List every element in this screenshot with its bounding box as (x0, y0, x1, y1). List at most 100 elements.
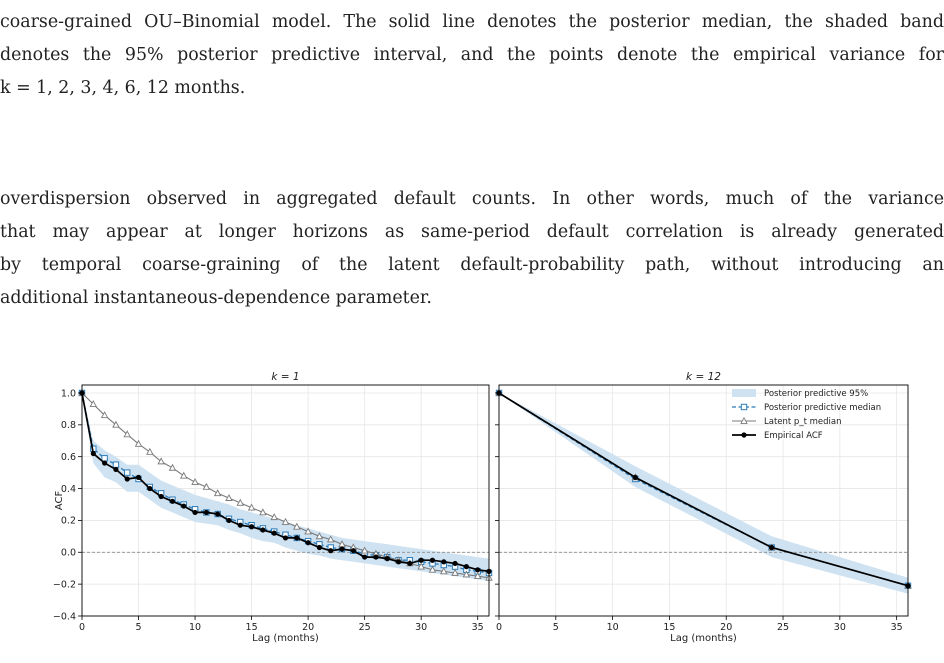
data-point (259, 508, 267, 516)
data-point (373, 554, 379, 560)
caption-line-3: k = 1, 2, 3, 4, 6, 12 months. (0, 78, 246, 98)
data-point (113, 466, 119, 473)
data-point (101, 455, 108, 462)
x-tick-label: 35 (891, 622, 903, 633)
grid (81, 385, 489, 617)
data-point (112, 420, 120, 428)
legend-label: Latent p_t median (764, 417, 841, 427)
x-tick-label: 0 (79, 622, 85, 633)
data-point (168, 463, 177, 471)
data-point (328, 548, 334, 554)
x-tick-label: 5 (553, 622, 559, 633)
data-point (326, 535, 335, 543)
data-point (429, 557, 436, 563)
legend-label: Empirical ACF (764, 431, 823, 441)
data-point (123, 430, 131, 438)
data-point (441, 559, 447, 565)
data-point (146, 447, 154, 455)
data-point (248, 524, 255, 530)
data-point (475, 567, 481, 573)
data-point (271, 530, 277, 536)
y-tick-label: 0.2 (61, 516, 76, 527)
data-point (100, 411, 109, 419)
body-paragraph: overdispersion observed in aggregated de… (0, 183, 944, 315)
x-tick-label: 25 (359, 622, 371, 633)
y-tick-label: −0.2 (53, 579, 76, 590)
data-point (202, 482, 211, 490)
body-line-4: additional instantaneous-dependence para… (0, 288, 432, 308)
chart-panel-1: 0 5 10 15 20 25 30 35 −0.4 −0.2 0.0 0.2 0.4 0.6 0.8 1.0… (53, 371, 493, 644)
x-tick-label: 20 (720, 622, 732, 633)
data-point (451, 568, 459, 576)
y-tick-label: 1.0 (61, 388, 76, 399)
data-point (462, 570, 471, 578)
data-point (134, 439, 143, 447)
series-dashed-square (495, 389, 912, 589)
legend-entry: Posterior predictive median (732, 403, 881, 413)
data-point (147, 485, 153, 492)
data-point (305, 540, 311, 546)
x-tick-label: 10 (189, 622, 201, 633)
x-tick-label: 20 (302, 622, 314, 633)
y-tick-label: 0.8 (61, 420, 76, 431)
data-point (90, 450, 96, 457)
x-tick-label: 15 (663, 622, 675, 633)
x-tick-label: 5 (136, 622, 142, 633)
y-axis-label: ACF (54, 491, 65, 511)
legend-marker (741, 432, 747, 438)
legend-marker (740, 416, 748, 424)
data-point (395, 559, 402, 565)
data-point (632, 474, 638, 480)
body-line-3: by temporal coarse-graining of the laten… (0, 255, 944, 275)
predictive-band (82, 393, 489, 581)
data-point (226, 517, 232, 524)
predictive-band (499, 393, 908, 594)
data-point (362, 554, 368, 560)
x-tick-label: 15 (246, 622, 258, 633)
data-point (89, 399, 98, 407)
x-axis-label: Lag (months) (252, 633, 319, 644)
data-point (281, 517, 290, 525)
figure-caption: coarse-grained OU–Binomial model. The so… (0, 6, 944, 105)
data-point (102, 460, 108, 466)
y-tick-label: 0.0 (61, 548, 76, 559)
data-point (428, 565, 437, 573)
y-tick-label: 0.6 (61, 452, 76, 463)
data-point (157, 457, 165, 465)
legend-label: Posterior predictive 95% (764, 389, 868, 399)
body-line-1: overdispersion observed in aggregated de… (0, 189, 944, 209)
data-point (247, 503, 256, 511)
data-point (213, 489, 222, 497)
data-point (260, 527, 266, 533)
data-point (407, 560, 413, 567)
data-point (135, 474, 142, 480)
x-tick-label: 35 (472, 622, 484, 633)
data-point (304, 527, 312, 535)
legend-entry: Posterior predictive 95% (732, 389, 868, 399)
series-line (498, 392, 909, 587)
data-point (124, 469, 131, 476)
y-tick-label: −0.4 (53, 611, 76, 622)
data-point (769, 544, 775, 551)
data-point (350, 548, 356, 554)
legend: Posterior predictive 95% Posterior predic… (732, 389, 881, 441)
panel-title: k = 1 (271, 371, 299, 383)
series-line (498, 392, 909, 587)
data-point (440, 567, 448, 575)
data-point (179, 471, 188, 479)
data-point (225, 493, 233, 501)
data-point (452, 560, 458, 567)
data-point (158, 493, 164, 500)
data-point (418, 557, 424, 563)
data-point (237, 522, 243, 528)
x-axis-label: Lag (months) (670, 633, 737, 644)
data-point (192, 509, 198, 516)
data-point (124, 476, 130, 482)
data-point (463, 564, 469, 570)
series-line (498, 392, 909, 587)
data-point (191, 478, 199, 486)
series-solid-circle (496, 390, 911, 589)
plot-frame (498, 384, 909, 617)
data-point (270, 513, 278, 521)
data-point (473, 572, 482, 580)
